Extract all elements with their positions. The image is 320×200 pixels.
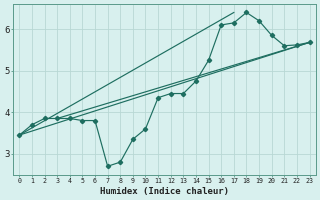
X-axis label: Humidex (Indice chaleur): Humidex (Indice chaleur) <box>100 187 229 196</box>
